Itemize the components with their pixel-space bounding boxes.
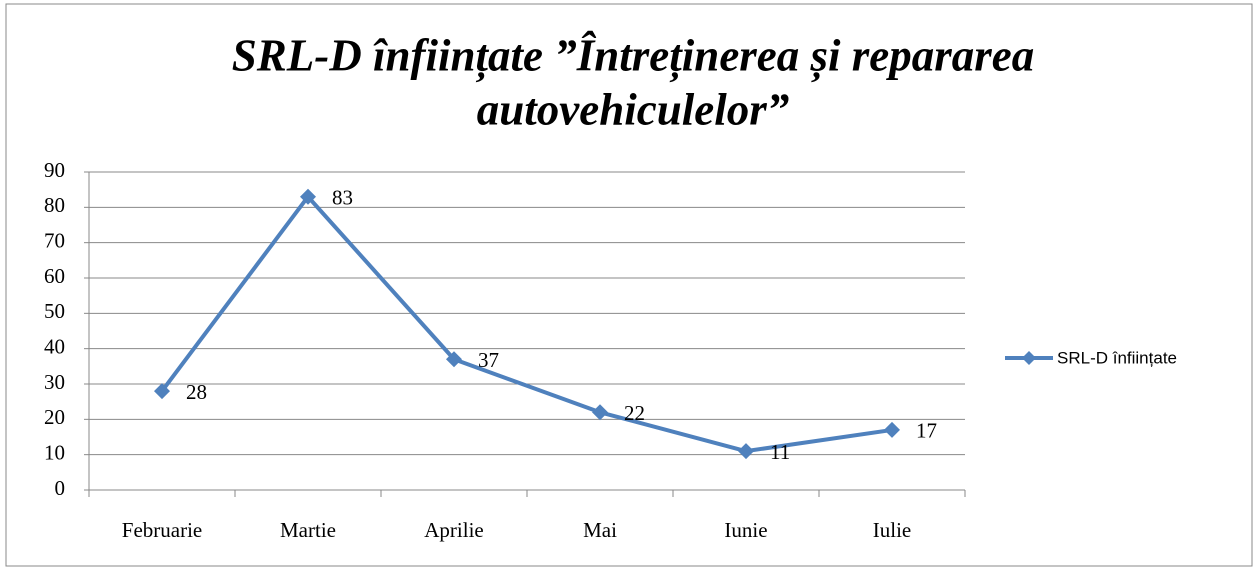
y-tick-label: 40 [44,334,65,358]
data-label: 11 [770,440,790,464]
marker [738,443,754,460]
y-tick-label: 20 [44,405,65,429]
chart-frame [5,3,1253,567]
x-tick-label: Martie [280,518,336,542]
chart-title: SRL-D înființate ”Întreținerea și repara… [232,30,1035,81]
y-tick-label: 60 [44,264,65,288]
x-tick-label: Februarie [122,518,202,542]
legend-label: SRL-D înființate [1057,348,1177,367]
data-label: 37 [478,348,499,372]
y-tick-label: 10 [44,440,65,464]
marker [300,188,316,205]
data-label: 28 [186,380,207,404]
x-tick-label: Aprilie [424,518,483,542]
y-tick-label: 80 [44,193,65,217]
x-tick-label: Iulie [873,518,911,542]
marker [446,351,462,368]
series-line [160,194,893,454]
y-tick-label: 0 [55,476,66,500]
marker [592,404,608,421]
y-tick-label: 70 [44,228,65,252]
legend-marker [1022,351,1036,365]
marker [154,383,170,400]
data-label: 17 [916,419,937,443]
x-tick-label: Iunie [724,518,767,542]
y-tick-label: 50 [44,299,65,323]
y-tick-label: 30 [44,370,65,394]
marker [884,421,900,438]
x-tick-label: Mai [583,518,617,542]
y-tick-label: 90 [44,158,65,182]
data-label: 22 [624,401,645,425]
chart-title: autovehiculelor” [477,84,790,134]
data-label: 83 [332,186,353,210]
